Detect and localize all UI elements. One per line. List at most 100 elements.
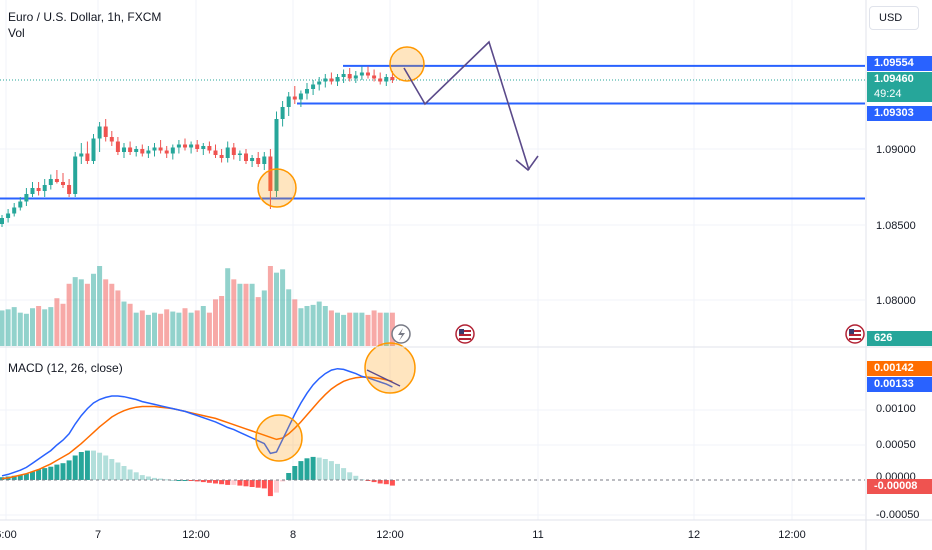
price-tick: 1.09000 <box>876 144 916 156</box>
candle-body <box>256 158 261 164</box>
candle-body <box>359 72 364 76</box>
volume-bar <box>103 279 109 346</box>
volume-bar <box>237 283 243 346</box>
volume-bar <box>91 273 96 346</box>
histogram-bar <box>91 450 96 480</box>
event-icons[interactable] <box>391 324 865 344</box>
candle-body <box>335 77 340 82</box>
histogram-bar <box>115 462 121 480</box>
countdown-label: 49:24 <box>867 87 932 102</box>
us-flag-icon <box>459 334 471 336</box>
volume-bar <box>371 310 377 346</box>
candle-body <box>390 77 395 80</box>
candle-body <box>79 153 84 157</box>
volume-bar <box>115 290 121 346</box>
candle-body <box>298 93 303 100</box>
histogram-bar <box>335 463 340 480</box>
volume-bar <box>164 309 170 346</box>
candle-body <box>36 188 41 191</box>
time-tick: 12:00 <box>778 529 806 541</box>
candle-body <box>195 144 200 149</box>
volume-bar <box>42 309 48 346</box>
volume-bar <box>243 283 249 346</box>
candle-body <box>183 144 187 148</box>
volume-bar <box>170 311 176 346</box>
us-flag-icon <box>849 338 861 340</box>
candle-body <box>152 147 157 151</box>
projection-path <box>403 40 530 171</box>
candle-body <box>292 96 297 100</box>
highlight-circle <box>389 46 425 82</box>
grid-lines <box>0 0 865 520</box>
volume-bar <box>267 266 273 346</box>
candle-body <box>103 126 108 137</box>
volume-bar <box>261 290 267 346</box>
histogram-bar <box>383 480 389 485</box>
histogram-bar <box>164 479 170 481</box>
candle-body <box>122 147 126 152</box>
histogram-bar <box>213 480 218 484</box>
current-price-label: 1.09460 <box>867 72 932 87</box>
histogram-bar <box>298 461 304 480</box>
candle-body <box>384 77 389 82</box>
histogram-bar <box>66 460 72 480</box>
highlight-circle <box>257 168 297 208</box>
histogram-bar <box>133 472 139 480</box>
volume-bar <box>182 308 188 346</box>
histogram-bar <box>304 458 310 480</box>
currency-button[interactable]: USD <box>869 6 919 30</box>
volume-bar <box>316 301 322 346</box>
level-label-mid: 1.09303 <box>867 106 932 121</box>
us-flag-icon <box>849 330 861 332</box>
histogram-bar <box>310 456 316 480</box>
volume-bar <box>365 314 371 346</box>
macd-hist-value: -0.00008 <box>867 479 932 494</box>
candle-body <box>24 194 29 202</box>
histogram-bar <box>176 480 182 481</box>
volume-label[interactable]: Vol <box>8 26 25 40</box>
histogram-bar <box>60 463 66 480</box>
histogram-bar <box>145 476 151 480</box>
symbol-title[interactable]: Euro / U.S. Dollar, 1h, FXCM <box>8 10 162 24</box>
horizontal-levels[interactable] <box>0 64 865 200</box>
volume-bar <box>200 306 206 346</box>
macd-value: 0.00133 <box>867 377 932 392</box>
histogram-bar <box>237 480 243 486</box>
volume-bar <box>225 268 231 346</box>
volume-bar <box>353 312 359 346</box>
histogram-bar <box>42 468 48 480</box>
volume-bar <box>304 306 310 346</box>
candle-body <box>140 149 145 154</box>
volume-bar <box>176 312 182 346</box>
volume-bar <box>206 312 212 346</box>
volume-bar <box>23 313 29 346</box>
histogram-bar <box>72 455 78 480</box>
volume-bar <box>219 296 225 346</box>
histogram-bar <box>341 468 347 480</box>
histogram-bar <box>231 480 237 485</box>
histogram-bar <box>121 466 127 480</box>
candle-body <box>170 147 175 154</box>
candle-body <box>323 78 328 82</box>
histogram-bar <box>371 480 377 483</box>
macd-trend-line <box>366 369 401 387</box>
user-drawings[interactable] <box>255 40 539 462</box>
volume-bar <box>60 303 66 346</box>
time-tick: 7 <box>94 529 102 541</box>
histogram-bar <box>17 475 23 480</box>
histogram-bar <box>97 452 103 480</box>
macd-label[interactable]: MACD (12, 26, close) <box>8 361 123 375</box>
volume-bar <box>335 312 340 346</box>
volume-bar <box>48 307 54 346</box>
candle-body <box>201 146 206 149</box>
candle-body <box>347 74 352 79</box>
histogram-bar <box>389 480 395 486</box>
candle-body <box>158 147 163 151</box>
volume-bar <box>152 312 157 346</box>
candle-body <box>244 153 248 161</box>
highlight-circle <box>364 342 416 394</box>
macd-line <box>1 367 393 477</box>
volume-bar <box>0 310 5 346</box>
candle-body <box>67 185 72 194</box>
